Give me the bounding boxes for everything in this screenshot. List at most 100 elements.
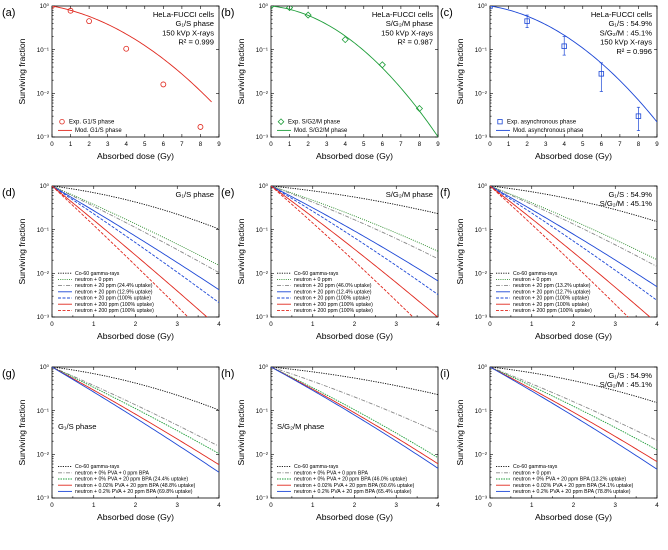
x-tick-label: 2 bbox=[87, 141, 91, 148]
legend-label: Co-60 gamma-rays bbox=[75, 271, 120, 277]
x-tick-label: 4 bbox=[655, 502, 659, 509]
annotation-text: HeLa-FUCCI cells bbox=[591, 10, 652, 19]
legend-label: neutron + 200 ppm (100% uptake) bbox=[294, 308, 373, 314]
legend-label: neutron + 0.02% PVA + 20 ppm BPA (54.1% … bbox=[513, 483, 634, 489]
x-tick-label: 1 bbox=[311, 502, 315, 509]
legend-label: neutron + 0 ppm bbox=[513, 470, 551, 476]
y-tick-label: 10⁻¹ bbox=[256, 47, 268, 54]
series-curve bbox=[271, 186, 438, 295]
panel-b: (b) 0 1 2 3 4 5 6 7 8 9 10⁰ 10⁻¹ 10⁻² 10⁻³ Absorbed dos… bbox=[221, 3, 440, 161]
series-curve bbox=[52, 367, 219, 411]
panel-label: (g) bbox=[2, 368, 15, 380]
series-curve bbox=[52, 367, 219, 455]
panel-label: (e) bbox=[221, 187, 234, 199]
series-curve bbox=[271, 186, 414, 317]
legend-label: neutron + 20 ppm (100% uptake) bbox=[294, 296, 370, 302]
legend-label: neutron + 200 ppm (100% uptake) bbox=[513, 308, 592, 314]
x-tick-label: 7 bbox=[618, 141, 622, 148]
legend-swatch bbox=[497, 119, 503, 125]
legend-label: Co-60 gamma-rays bbox=[75, 464, 120, 470]
legend-label: neutron + 20 ppm (100% uptake) bbox=[513, 296, 589, 302]
legend-label: Exp. G1/S phase bbox=[69, 120, 115, 126]
y-tick-label: 10⁻³ bbox=[37, 495, 49, 502]
y-tick-label: 10⁻³ bbox=[256, 495, 268, 502]
annotation-text: S/G₂/M phase bbox=[386, 190, 433, 199]
series-curve bbox=[271, 367, 438, 459]
x-tick-label: 4 bbox=[124, 141, 128, 148]
panel-label: (i) bbox=[440, 368, 450, 380]
plot-area bbox=[490, 6, 657, 131]
data-point bbox=[598, 71, 605, 77]
x-axis-label: Absorbed dose (Gy) bbox=[97, 151, 174, 161]
legend-label: neutron + 200 ppm (100% uptake) bbox=[294, 302, 373, 308]
legend-label: neutron + 0.2% PVA + 20 ppm BPA (78.8% u… bbox=[513, 489, 631, 495]
legend-label: neutron + 0% PVA + 0 ppm BPA bbox=[294, 470, 368, 476]
y-tick-label: 10⁻¹ bbox=[37, 227, 49, 234]
axes-frame bbox=[270, 5, 439, 138]
y-tick-label: 10⁻² bbox=[37, 452, 49, 459]
x-tick-label: 7 bbox=[180, 141, 184, 148]
legend-label: Co-60 gamma-rays bbox=[513, 271, 558, 277]
series-curve bbox=[52, 367, 219, 447]
x-axis-label: Absorbed dose (Gy) bbox=[316, 151, 393, 161]
series-curve bbox=[52, 186, 219, 291]
y-tick-label: 10⁻¹ bbox=[475, 47, 487, 54]
panel-e: (e) 0 1 2 3 4 10⁰ 10⁻¹ 10⁻² 10⁻³ Absorbed dose (Gy… bbox=[221, 183, 440, 341]
x-axis-label: Absorbed dose (Gy) bbox=[97, 512, 174, 522]
series-curve bbox=[490, 367, 657, 442]
y-tick-label: 10⁻² bbox=[475, 91, 487, 98]
legend-label: neutron + 0.2% PVA + 20 ppm BPA (69.8% u… bbox=[75, 489, 193, 495]
series-curve bbox=[52, 367, 219, 473]
annotation-text: G₁/S : 54.9% bbox=[608, 19, 652, 28]
series-curve bbox=[52, 186, 189, 317]
x-tick-label: 3 bbox=[176, 502, 180, 509]
y-tick-label: 10⁻³ bbox=[475, 134, 487, 141]
y-tick-label: 10⁻¹ bbox=[37, 47, 49, 54]
y-axis-label: Surviving fraction bbox=[236, 218, 246, 284]
legend-label: neutron + 20 ppm (46.0% uptake) bbox=[294, 283, 372, 289]
series-curve bbox=[490, 186, 657, 301]
x-tick-label: 5 bbox=[362, 141, 366, 148]
y-tick-label: 10⁻² bbox=[37, 91, 49, 98]
x-tick-label: 4 bbox=[343, 141, 347, 148]
panel-a: (a) 0 1 2 3 4 5 6 7 8 9 10⁰ 10⁻¹ 10⁻² 10⁻³ Absorbed dos… bbox=[2, 3, 221, 161]
annotation-text: S/G₂/M : 45.1% bbox=[600, 380, 653, 389]
legend-label: neutron + 20 ppm (100% uptake) bbox=[75, 296, 151, 302]
legend-label: Exp. S/G2/M phase bbox=[288, 120, 341, 126]
annotation-text: 150 kVp X-rays bbox=[162, 28, 214, 37]
x-tick-label: 3 bbox=[544, 141, 548, 148]
series-curve bbox=[271, 6, 438, 137]
panel-label: (h) bbox=[221, 368, 234, 380]
y-tick-label: 10⁰ bbox=[259, 183, 269, 190]
series-curve bbox=[490, 367, 657, 470]
series-curve bbox=[490, 367, 657, 451]
x-axis-label: Absorbed dose (Gy) bbox=[316, 331, 393, 341]
y-tick-label: 10⁻³ bbox=[256, 314, 268, 321]
legend-label: Co-60 gamma-rays bbox=[513, 464, 558, 470]
y-tick-label: 10⁰ bbox=[40, 364, 50, 371]
x-tick-label: 0 bbox=[269, 502, 273, 509]
x-tick-label: 4 bbox=[217, 502, 221, 509]
legend-label: neutron + 0 ppm bbox=[75, 277, 113, 283]
annotation-text: R² = 0.996 bbox=[616, 47, 652, 56]
y-tick-label: 10⁻¹ bbox=[37, 408, 49, 415]
x-tick-label: 0 bbox=[488, 321, 492, 328]
x-tick-label: 1 bbox=[507, 141, 511, 148]
y-tick-label: 10⁰ bbox=[478, 3, 488, 10]
y-tick-label: 10⁰ bbox=[40, 183, 50, 190]
y-tick-label: 10⁻² bbox=[475, 452, 487, 459]
series-curve bbox=[271, 186, 438, 252]
x-tick-label: 4 bbox=[655, 321, 659, 328]
data-point bbox=[285, 6, 294, 12]
x-tick-label: 0 bbox=[269, 141, 273, 148]
x-tick-label: 5 bbox=[581, 141, 585, 148]
panel-label: (b) bbox=[221, 7, 234, 19]
series-curve bbox=[490, 367, 657, 463]
y-tick-label: 10⁻¹ bbox=[256, 227, 268, 234]
x-tick-label: 4 bbox=[217, 321, 221, 328]
y-tick-label: 10⁻² bbox=[256, 271, 268, 278]
y-axis-label: Surviving fraction bbox=[455, 218, 465, 284]
